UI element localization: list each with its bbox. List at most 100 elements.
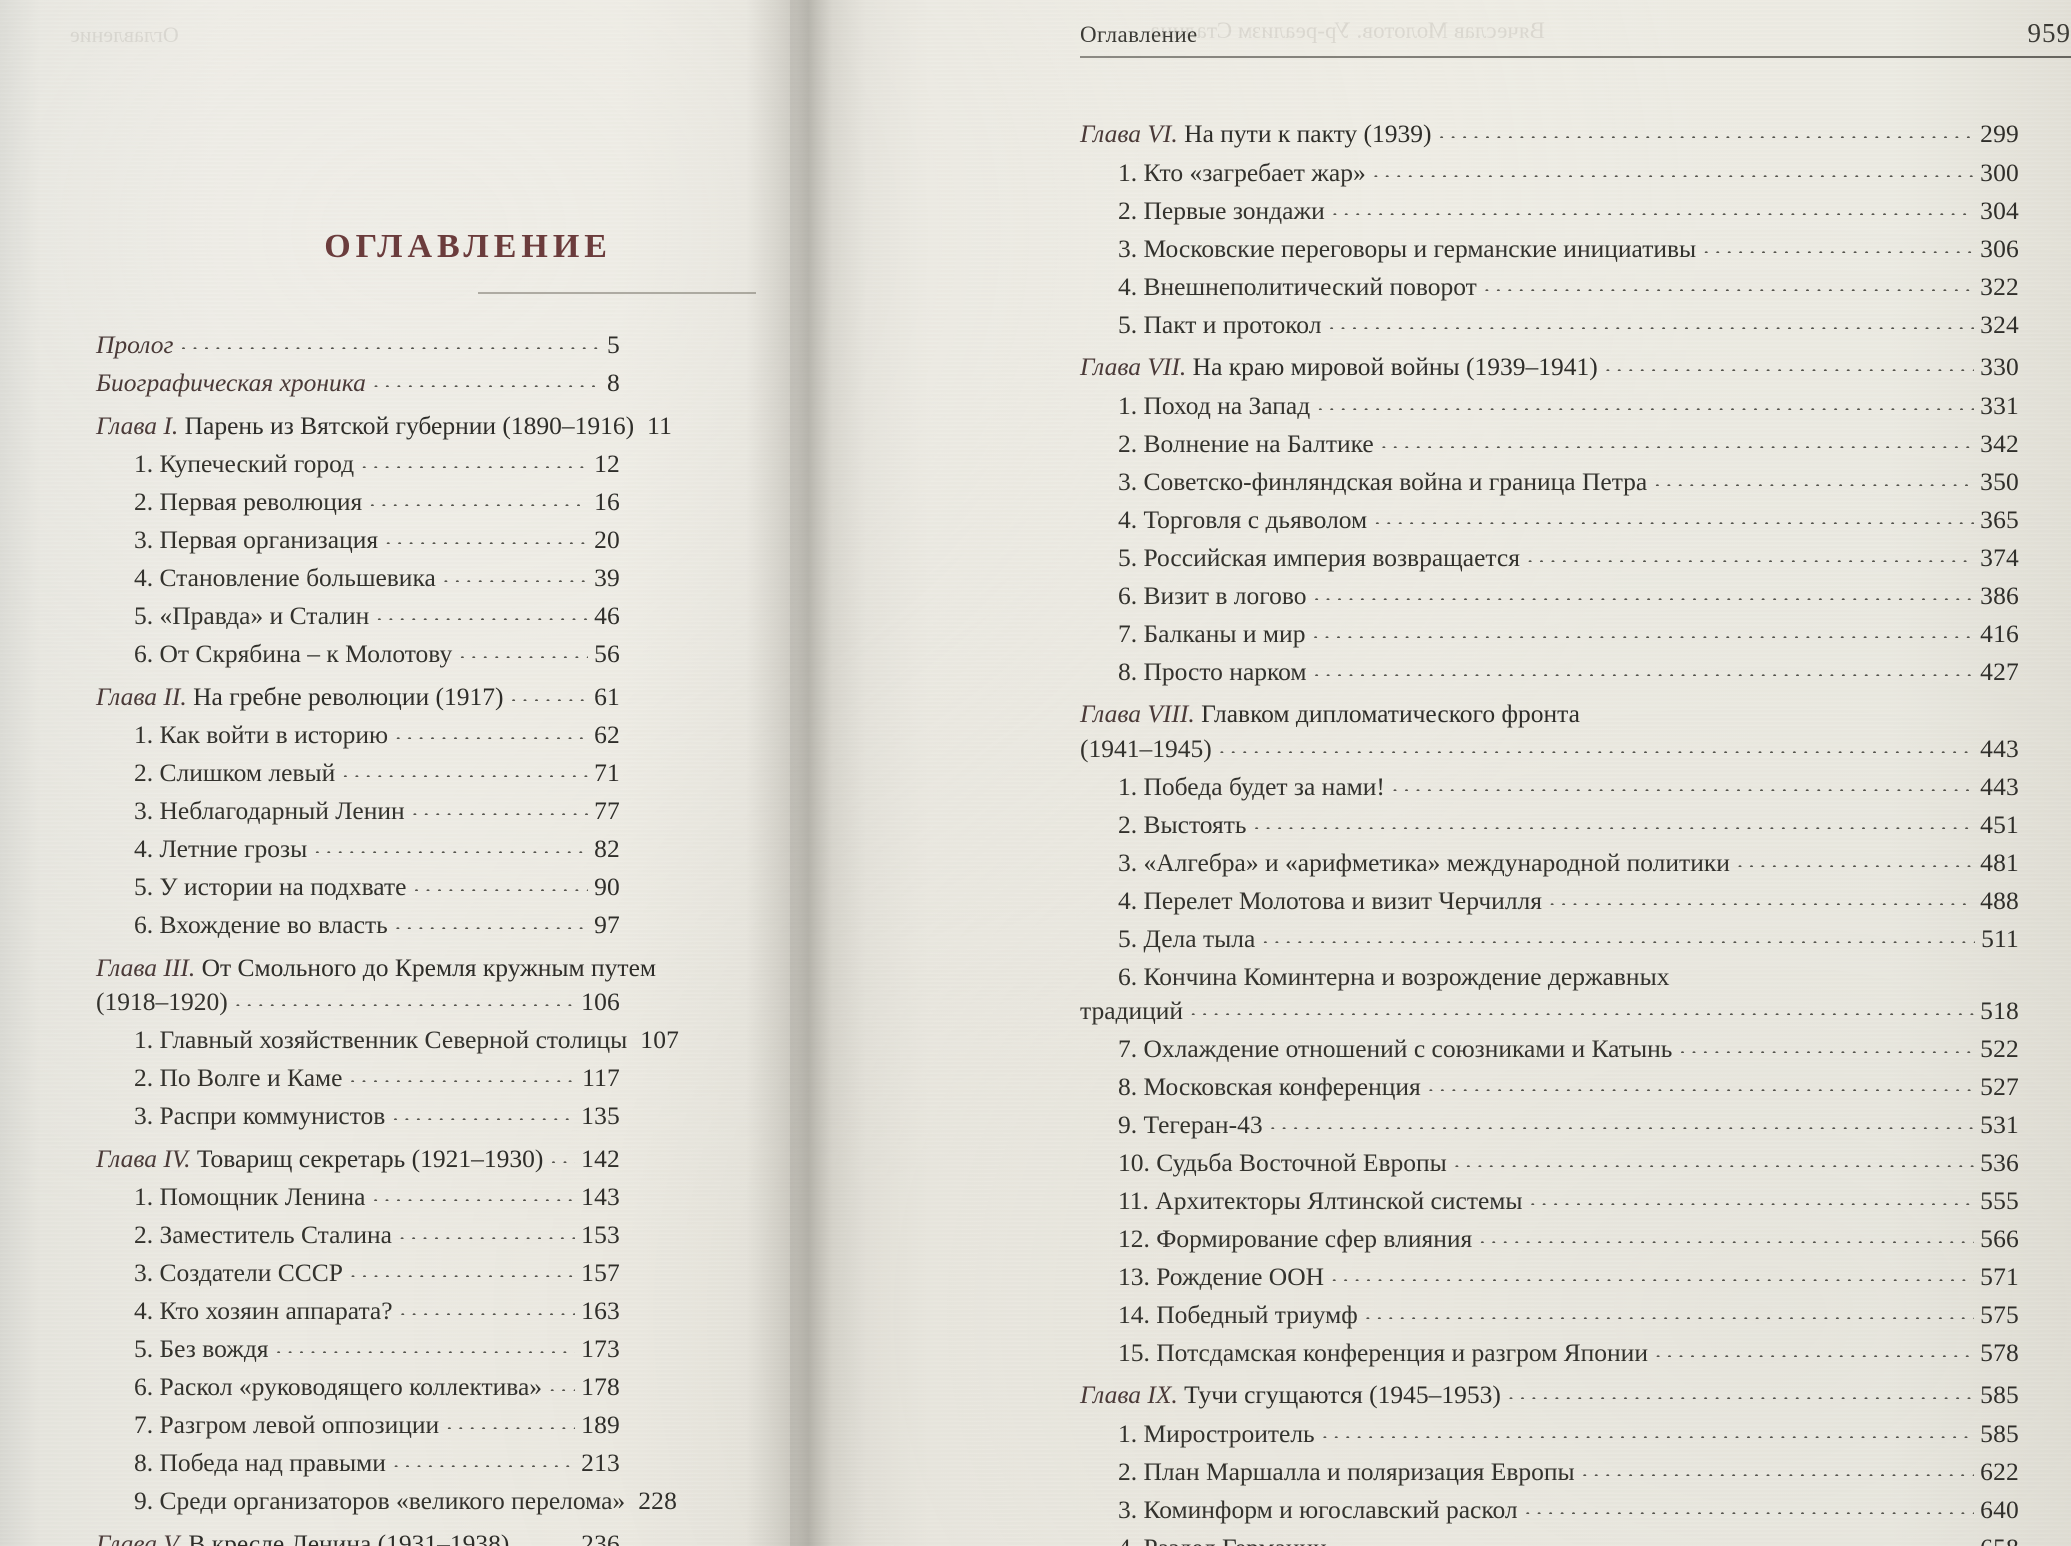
toc-entry-label: 3. Первая организация: [134, 525, 379, 554]
toc-entry[interactable]: 6. Кончина Коминтерна и возрождение держ…: [1080, 963, 2019, 990]
leader-dots: [1654, 474, 1974, 486]
toc-entry[interactable]: 1. Как войти в историю 62: [96, 722, 620, 748]
toc-entry[interactable]: 11. Архитекторы Ялтинской системы 555: [1080, 1187, 2019, 1214]
toc-entry[interactable]: 1. Победа будет за нами! 443: [1080, 773, 2019, 800]
toc-entry[interactable]: 5. Российская империя возвращается 374: [1080, 544, 2019, 571]
toc-entry[interactable]: 13. Рождение ООН 571: [1080, 1263, 2019, 1290]
toc-entry[interactable]: 2. Первые зондажи 304: [1080, 197, 2019, 224]
leader-dots: [549, 1379, 575, 1391]
toc-entry[interactable]: 6. Раскол «руководящего коллектива» 178: [96, 1374, 620, 1400]
leader-dots: [1605, 359, 1974, 371]
toc-entry[interactable]: 5. Дела тыла 511: [1080, 923, 2019, 953]
leader-dots: [1365, 1307, 1974, 1319]
toc-entry[interactable]: 1. Купеческий город 12: [96, 451, 620, 477]
toc-entry-label: 5. У истории на подхвате: [134, 872, 407, 901]
toc-entry-label: Глава V. В кресле Ленина (1931–1938): [96, 1528, 510, 1546]
toc-entry[interactable]: 2. Выстоять 451: [1080, 811, 2019, 838]
toc-entry[interactable]: Глава II. На гребне революции (1917) 61: [96, 683, 620, 710]
toc-entry[interactable]: 14. Победный триумф 575: [1080, 1301, 2019, 1328]
toc-entry[interactable]: 4. Кто хозяин аппарата? 163: [96, 1298, 620, 1324]
toc-entry[interactable]: 9. Тегеран-43 531: [1080, 1111, 2019, 1138]
toc-entry[interactable]: 2. Заместитель Сталина 153: [96, 1222, 620, 1248]
chapter-title: В кресле Ленина (1931–1938): [188, 1528, 510, 1546]
toc-entry[interactable]: 5. «Правда» и Сталин 46: [96, 603, 620, 629]
toc-entry[interactable]: 3. Московские переговоры и германские ин…: [1080, 235, 2019, 262]
toc-entry[interactable]: 3. Создатели СССР 157: [96, 1260, 620, 1286]
toc-entry[interactable]: 4. Летние грозы 82: [96, 836, 620, 862]
toc-entry[interactable]: 3. Коминформ и югославский раскол 640: [1080, 1494, 2019, 1524]
toc-entry[interactable]: 6. Вхождение во власть 97: [96, 912, 620, 938]
leader-dots: [276, 1341, 576, 1353]
toc-entry[interactable]: Глава V. В кресле Ленина (1931–1938) 236: [96, 1528, 620, 1546]
toc-entry[interactable]: 3. Распри коммунистов 135: [96, 1103, 620, 1129]
toc-entry-label: 2. Первая революция: [134, 487, 363, 516]
leader-dots: [1549, 893, 1974, 905]
toc-entry[interactable]: 5. Пакт и протокол 324: [1080, 311, 2019, 338]
toc-entry[interactable]: 8. Просто нарком 427: [1080, 658, 2019, 685]
toc-entry-label: Пролог: [96, 330, 174, 359]
toc-entry[interactable]: 7. Разгром левой оппозиции 189: [96, 1412, 620, 1438]
leader-dots: [1525, 1502, 1975, 1514]
toc-entry[interactable]: 7. Балканы и мир 416: [1080, 620, 2019, 647]
toc-entry[interactable]: 3. «Алгебра» и «арифметика» международно…: [1080, 849, 2019, 876]
toc-entry[interactable]: Пролог 5: [96, 332, 620, 358]
toc-entry[interactable]: 4. Торговля с дьяволом 365: [1080, 504, 2019, 534]
toc-entry[interactable]: Глава I. Парень из Вятской губернии (189…: [96, 412, 672, 439]
toc-entry[interactable]: 8. Победа над правыми 213: [96, 1450, 620, 1476]
leader-dots: [1530, 1193, 1975, 1205]
toc-entry[interactable]: 1. Помощник Ленина 143: [96, 1184, 620, 1210]
toc-entry[interactable]: 2. По Волге и Каме 117: [96, 1065, 620, 1091]
toc-entry[interactable]: 10. Судьба Восточной Европы 536: [1080, 1149, 2019, 1176]
toc-entry[interactable]: Глава III. От Смольного до Кремля кружны…: [96, 954, 656, 981]
toc-entry[interactable]: 4. Перелет Молотова и визит Черчилля 488: [1080, 887, 2019, 914]
toc-entry[interactable]: 12. Формирование сфер влияния 566: [1080, 1225, 2019, 1252]
toc-entry-label: Глава VI. На пути к пакту (1939): [1080, 121, 1432, 147]
toc-entry-label: 5. Дела тыла: [1118, 923, 1256, 953]
leader-dots: [400, 1303, 576, 1315]
toc-entry[interactable]: 1. Поход на Запад 331: [1080, 392, 2019, 419]
toc-entry[interactable]: 2. Волнение на Балтике 342: [1080, 430, 2019, 457]
toc-entry[interactable]: Глава IV. Товарищ секретарь (1921–1930) 1…: [96, 1145, 620, 1172]
toc-entry-label: 4. Становление большевика: [134, 563, 436, 592]
toc-entry[interactable]: 7. Охлаждение отношений с союзниками и К…: [1080, 1033, 2019, 1063]
leader-dots: [1737, 855, 1974, 867]
toc-entry[interactable]: Глава VIII. Главком дипломатического фро…: [1080, 701, 2019, 727]
toc-entry[interactable]: Глава VI. На пути к пакту (1939) 299: [1080, 121, 2019, 147]
toc-entry[interactable]: 2. Первая революция 16: [96, 489, 620, 515]
toc-page-number: 365: [1980, 504, 2019, 534]
leader-dots: [1219, 741, 1974, 753]
toc-entry[interactable]: 3. Советско-финляндская война и граница …: [1080, 468, 2019, 495]
toc-entry[interactable]: 2. План Маршалла и поляризация Европы 622: [1080, 1458, 2019, 1485]
leader-dots: [385, 532, 588, 544]
toc-entry[interactable]: 8. Московская конференция 527: [1080, 1073, 2019, 1100]
toc-entry[interactable]: традиций 518: [1080, 997, 2019, 1024]
toc-entry[interactable]: 15. Потсдамская конференция и разгром Яп…: [1080, 1339, 2019, 1366]
toc-page-number: 39: [594, 563, 620, 592]
toc-entry[interactable]: Глава IX. Тучи сгущаются (1945–1953) 585: [1080, 1382, 2019, 1408]
toc-entry[interactable]: Биографическая хроника 8: [96, 370, 620, 396]
toc-entry[interactable]: 6. Визит в логово 386: [1080, 582, 2019, 609]
toc-entry[interactable]: 4. Внешнеполитический поворот 322: [1080, 273, 2019, 300]
leader-dots: [1508, 1387, 1974, 1399]
leader-dots: [1655, 1345, 1974, 1357]
right-page-paper: [790, 0, 2071, 1546]
toc-entry[interactable]: Глава VII. На краю мировой войны (1939–1…: [1080, 354, 2019, 380]
toc-entry[interactable]: (1941–1945) 443: [1080, 735, 2019, 762]
toc-entry[interactable]: 2. Слишком левый 71: [96, 760, 620, 786]
toc-entry[interactable]: 1. Миростроитель 585: [1080, 1420, 2019, 1447]
toc-entry[interactable]: 3. Первая организация 20: [96, 527, 620, 553]
toc-entry-label: 7. Охлаждение отношений с союзниками и К…: [1118, 1033, 1673, 1063]
toc-entry[interactable]: 4. Раздел Германии 658: [1080, 1534, 2019, 1546]
left-page: ОГЛАВЛЕНИЕ Пролог 5 Биографическая хроника…: [0, 0, 760, 1546]
toc-entry[interactable]: 1. Главный хозяйственник Северной столиц…: [96, 1027, 679, 1053]
toc-page-number: 640: [1980, 1494, 2019, 1524]
toc-entry[interactable]: 5. Без вождя 173: [96, 1336, 620, 1362]
toc-entry[interactable]: 6. От Скрябина – к Молотову 56: [96, 641, 620, 667]
toc-entry[interactable]: 3. Неблагодарный Ленин 77: [96, 798, 620, 824]
toc-page-number: 8: [607, 368, 620, 397]
toc-entry[interactable]: 5. У истории на подхвате 90: [96, 874, 620, 900]
toc-entry[interactable]: 1. Кто «загребает жар» 300: [1080, 159, 2019, 186]
toc-entry[interactable]: 4. Становление большевика 39: [96, 565, 620, 591]
toc-entry[interactable]: 9. Среди организаторов «великого перелом…: [96, 1488, 677, 1514]
toc-entry[interactable]: (1918–1920) 106: [96, 989, 620, 1015]
